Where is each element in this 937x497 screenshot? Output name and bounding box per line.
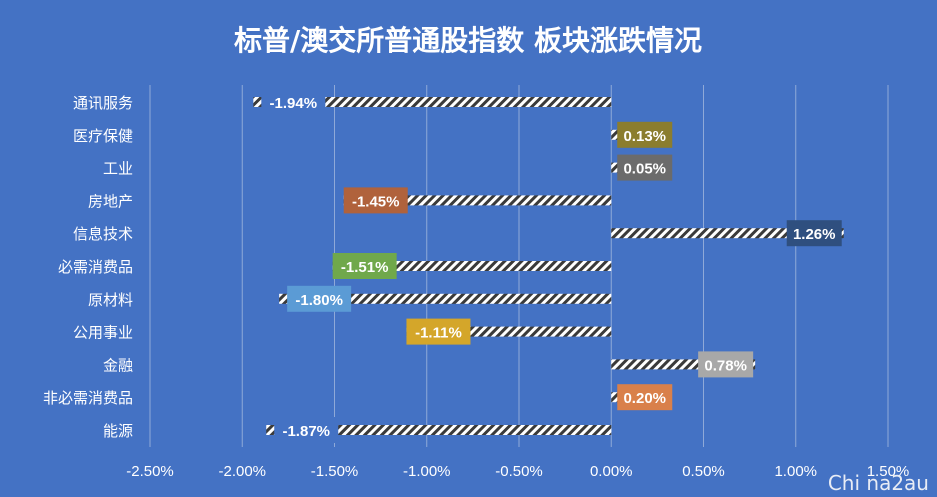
data-label-box — [617, 121, 673, 148]
bar — [406, 326, 612, 337]
data-label: 0.13% — [617, 121, 673, 148]
category-label: 能源 — [103, 422, 133, 440]
data-label-box — [287, 285, 352, 312]
data-label-text: 0.78% — [704, 357, 747, 374]
data-label: 0.05% — [617, 154, 673, 181]
data-label-text: 0.13% — [623, 128, 666, 145]
data-label-text: 0.20% — [623, 390, 666, 407]
data-label: 1.26% — [786, 220, 842, 247]
data-label-box — [617, 384, 673, 411]
x-axis-ticks: -2.50% -2.00% -1.50% -1.00% -0.50% 0.00% 0.50%… — [126, 463, 909, 480]
x-tick-label: 0.50% — [682, 463, 725, 480]
data-label-text: -1.80% — [295, 292, 343, 309]
x-tick-label: -2.50% — [126, 463, 174, 480]
data-label: -1.80% — [287, 285, 352, 312]
data-label-text: 0.05% — [623, 161, 666, 178]
category-label: 必需消费品 — [58, 258, 133, 276]
category-label: 医疗保健 — [73, 127, 133, 145]
data-label-box — [332, 253, 397, 279]
data-label-text: 1.26% — [793, 226, 836, 243]
x-tick-label: 1.50% — [867, 463, 910, 480]
bar — [611, 162, 621, 173]
x-tick-label: -2.00% — [218, 463, 266, 480]
x-tick-label: -1.50% — [311, 463, 359, 480]
data-label-text: -1.45% — [352, 193, 400, 210]
data-label-text: -1.51% — [341, 259, 389, 276]
data-label-box — [406, 318, 471, 345]
bar — [343, 195, 612, 206]
data-label: -1.94% — [261, 89, 326, 115]
x-tick-label: -1.00% — [403, 463, 451, 480]
data-label-box — [786, 220, 842, 247]
data-label-box — [343, 187, 408, 214]
bar — [332, 261, 612, 271]
data-labels: -1.94% 0.13% 0.05% -1.45% 1.26% -1.51% -1.80% -… — [261, 89, 842, 443]
x-tick-label: -0.50% — [495, 463, 543, 480]
category-label: 通讯服务 — [73, 94, 133, 112]
category-label: 工业 — [103, 160, 133, 178]
x-tick-label: 1.00% — [774, 463, 817, 480]
data-label-box — [261, 89, 326, 115]
data-label-box — [274, 417, 339, 443]
data-label-box — [698, 351, 754, 378]
bar — [611, 359, 756, 370]
chart-title: 标普/澳交所普通股指数 板块涨跌情况 — [234, 24, 702, 57]
data-label: 0.20% — [617, 384, 673, 411]
data-label: -1.87% — [274, 417, 339, 443]
data-label-text: -1.94% — [270, 95, 318, 112]
category-label: 信息技术 — [73, 225, 133, 243]
category-label: 非必需消费品 — [43, 389, 133, 407]
bar — [611, 228, 844, 239]
data-label: -1.51% — [332, 253, 397, 279]
category-label: 原材料 — [88, 291, 133, 309]
watermark: Chi na2au — [827, 471, 929, 495]
bar — [279, 293, 612, 304]
data-label-box — [617, 154, 673, 181]
data-label: -1.45% — [343, 187, 408, 214]
category-label: 房地产 — [88, 192, 133, 210]
category-label: 公用事业 — [73, 324, 133, 342]
data-label: 0.78% — [698, 351, 754, 378]
data-label-text: -1.11% — [415, 325, 462, 342]
category-label: 金融 — [103, 356, 133, 374]
data-label-text: -1.87% — [282, 423, 330, 440]
bar — [266, 425, 612, 435]
data-label: -1.11% — [406, 318, 471, 345]
x-tick-label: 0.00% — [590, 463, 633, 480]
bar — [253, 97, 612, 107]
